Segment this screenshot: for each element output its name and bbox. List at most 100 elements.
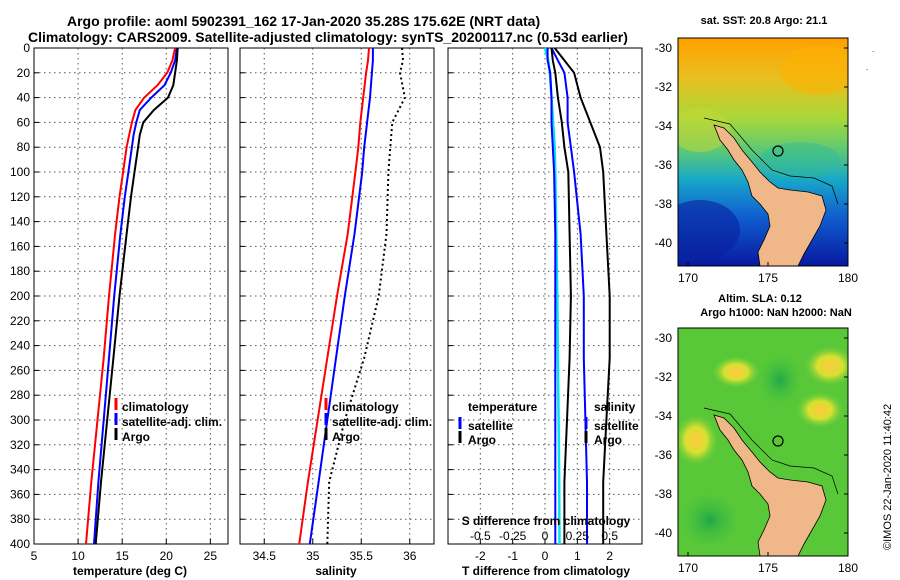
depth-tick-label: 400 — [10, 537, 30, 551]
sla-map: Altim. SLA: 0.12 Argo h1000: NaN h2000: … — [655, 293, 859, 575]
depth-tick-label: 380 — [10, 512, 30, 526]
x-tick-label: 20 — [160, 549, 174, 563]
x-tick-label: 0 — [542, 549, 549, 563]
x-tick-label: 10 — [71, 549, 85, 563]
temperature-panel: 5 10 15 20 25 0 20 40 60 80 100 120 140 160 180 200 220 2… — [10, 41, 229, 563]
lon-label: 180 — [838, 271, 858, 285]
depth-tick-label: 180 — [10, 264, 30, 278]
depth-tick-label: 0 — [23, 41, 30, 55]
depth-tick-label: 160 — [10, 239, 30, 253]
legend-label: satellite — [594, 419, 639, 433]
title-line1: Argo profile: aoml 5902391_162 17-Jan-20… — [67, 13, 540, 29]
s-diff-tick-label: -0.25 — [499, 529, 527, 543]
copyright-stamp: ©IMOS 22-Jan-2020 11:40:42 — [882, 404, 894, 550]
legend-label: climatology — [332, 400, 399, 414]
depth-tick-label: 360 — [10, 487, 30, 501]
salinity-xlabel: salinity — [315, 564, 357, 578]
series-line-s-satellite — [546, 48, 557, 544]
legend-label: satellite — [468, 419, 513, 433]
lat-label: -40 — [655, 236, 673, 250]
lat-label: -38 — [655, 487, 673, 501]
lon-label: 180 — [838, 561, 858, 575]
lat-label: -32 — [655, 370, 673, 384]
sst-map: sat. SST: 20.8 Argo: 21.1 -30 -32 -34 -36 -3… — [655, 15, 875, 285]
x-tick-label: 2 — [606, 549, 613, 563]
x-tick-label: 34.5 — [253, 549, 277, 563]
depth-tick-label: 60 — [17, 115, 31, 129]
x-tick-label: 5 — [31, 549, 38, 563]
series-line-t-argo — [553, 47, 611, 544]
x-tick-label: 25 — [204, 549, 218, 563]
series-line-argo — [326, 47, 406, 545]
lon-label: 175 — [758, 271, 778, 285]
s-diff-tick-label: 0.5 — [601, 529, 618, 543]
legend-label: Argo — [468, 433, 496, 447]
lat-label: -40 — [655, 526, 673, 540]
lat-label: -32 — [655, 80, 673, 94]
x-tick-label: 35 — [306, 549, 320, 563]
x-tick-label: 1 — [574, 549, 581, 563]
depth-tick-label: 200 — [10, 289, 30, 303]
depth-tick-label: 40 — [17, 91, 31, 105]
sla-land — [713, 414, 827, 556]
lat-label: -30 — [655, 331, 673, 345]
svg-text:.: . — [872, 45, 874, 54]
depth-tick-label: 220 — [10, 314, 30, 328]
title-line2: Climatology: CARS2009. Satellite-adjuste… — [28, 29, 628, 45]
series-line-s-argo — [550, 47, 572, 544]
lat-label: -36 — [655, 158, 673, 172]
lon-label: 170 — [678, 271, 698, 285]
s-diff-tick-label: 0 — [542, 529, 549, 543]
difference-top-xlabel: S difference from climatology — [462, 514, 631, 528]
series-line-argo — [94, 47, 179, 545]
panel-frame — [447, 47, 643, 545]
lon-label: 175 — [758, 561, 778, 575]
sst-land — [713, 124, 827, 266]
depth-tick-label: 100 — [10, 165, 30, 179]
lon-label: 170 — [678, 561, 698, 575]
sst-map-title: sat. SST: 20.8 Argo: 21.1 — [701, 15, 828, 27]
lat-label: -30 — [655, 41, 673, 55]
depth-tick-label: 300 — [10, 413, 30, 427]
series-line-climatology — [298, 47, 370, 545]
sla-argo-location — [772, 435, 784, 447]
sst-argo-location — [772, 145, 784, 157]
legend-label: Argo — [332, 430, 360, 444]
s-diff-tick-label: 0.25 — [566, 529, 590, 543]
sla-map-title1: Altim. SLA: 0.12 — [718, 293, 802, 305]
series-line-climatology — [85, 47, 177, 545]
depth-tick-label: 80 — [17, 140, 31, 154]
x-tick-label: 36 — [403, 549, 417, 563]
depth-tick-label: 20 — [17, 66, 31, 80]
legend-heading-temperature: temperature — [468, 400, 538, 414]
depth-tick-label: 140 — [10, 215, 30, 229]
legend-heading-salinity: salinity — [594, 400, 636, 414]
lat-label: -38 — [655, 197, 673, 211]
lat-label: -36 — [655, 448, 673, 462]
s-diff-tick-label: -0.5 — [470, 529, 491, 543]
legend-label: satellite-adj. clim. — [332, 415, 432, 429]
temperature-xlabel: temperature (deg C) — [73, 564, 187, 578]
series-line-satellite-adj-clim- — [93, 47, 178, 545]
difference-xlabel: T difference from climatology — [462, 564, 630, 578]
sla-map-title2: Argo h1000: NaN h2000: NaN — [700, 307, 852, 319]
legend-label: Argo — [122, 430, 150, 444]
legend-label: climatology — [122, 400, 189, 414]
lat-label: -34 — [655, 409, 673, 423]
depth-tick-label: 260 — [10, 363, 30, 377]
legend-label: satellite-adj. clim. — [122, 415, 222, 429]
x-tick-label: -2 — [475, 549, 486, 563]
legend-label: Argo — [594, 433, 622, 447]
depth-tick-label: 280 — [10, 388, 30, 402]
svg-text:.: . — [866, 63, 868, 72]
x-tick-label: 35.5 — [350, 549, 374, 563]
depth-tick-label: 240 — [10, 339, 30, 353]
x-tick-label: 15 — [116, 549, 130, 563]
lat-label: -34 — [655, 119, 673, 133]
depth-tick-label: 120 — [10, 190, 30, 204]
depth-tick-label: 340 — [10, 463, 30, 477]
depth-tick-label: 320 — [10, 438, 30, 452]
